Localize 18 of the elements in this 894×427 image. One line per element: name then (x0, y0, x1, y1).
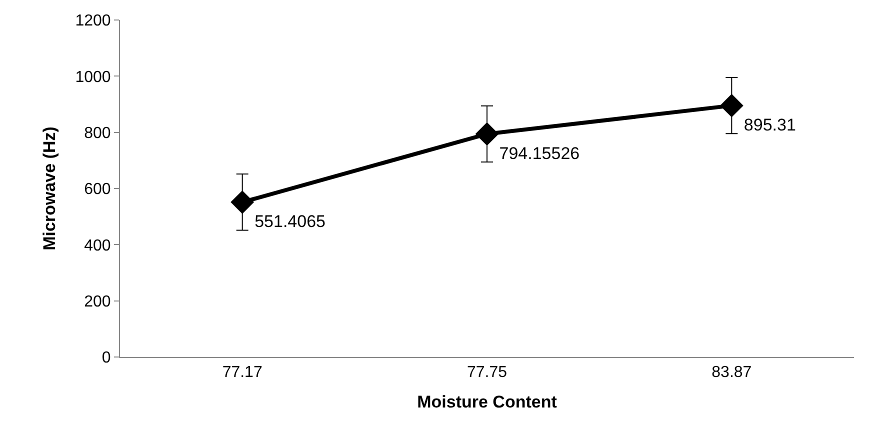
y-tick-label: 1000 (75, 68, 111, 86)
y-tick-label: 0 (102, 350, 111, 367)
y-tick-label: 1200 (75, 12, 111, 30)
y-tick-label: 400 (84, 237, 111, 254)
point (475, 122, 499, 146)
point (230, 190, 254, 214)
y-axis-title: Microwave (Hz) (40, 126, 59, 250)
y-tick-label: 200 (84, 293, 111, 310)
y-tick-label: 600 (84, 181, 111, 198)
data-label: 551.4065 (254, 212, 326, 232)
data-label: 895.31 (744, 116, 796, 135)
x-axis-title: Moisture Content (417, 392, 558, 412)
point (720, 94, 744, 118)
data-label: 794.15526 (499, 144, 580, 163)
x-tick-label: 83.87 (712, 364, 752, 382)
x-tick-label: 77.75 (466, 364, 508, 382)
y-tick-label: 800 (84, 124, 111, 142)
x-tick-label: 77.17 (222, 364, 262, 382)
